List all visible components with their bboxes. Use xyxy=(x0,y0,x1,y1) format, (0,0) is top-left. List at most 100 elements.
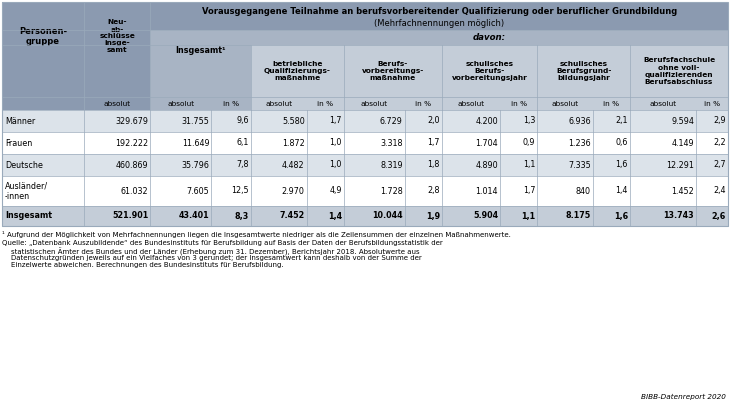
Text: 2,8: 2,8 xyxy=(427,187,440,195)
Text: Datenschutzgründen jeweils auf ein Vielfaches von 3 gerundet; der Insgesamtwert : Datenschutzgründen jeweils auf ein Vielf… xyxy=(2,255,422,261)
Bar xyxy=(442,2,500,30)
Bar xyxy=(404,2,442,30)
Bar xyxy=(2,132,728,154)
Text: schulisches
Berufsgrund-
bildungsjahr: schulisches Berufsgrund- bildungsjahr xyxy=(556,61,611,81)
Bar xyxy=(593,2,630,30)
Text: 5.904: 5.904 xyxy=(473,212,498,220)
Text: 1,0: 1,0 xyxy=(329,139,342,147)
Text: betriebliche
Qualifizierungs-
maßnahme: betriebliche Qualifizierungs- maßnahme xyxy=(264,61,331,81)
Text: absolut: absolut xyxy=(458,100,485,106)
Text: Vorausgegangene Teilnahme an berufsvorbereitender Qualifizierung oder berufliche: Vorausgegangene Teilnahme an berufsvorbe… xyxy=(201,7,677,16)
Bar xyxy=(696,30,728,45)
Text: 8.319: 8.319 xyxy=(380,160,403,170)
Text: 2,7: 2,7 xyxy=(713,160,726,170)
Bar xyxy=(251,45,307,110)
Text: Frauen: Frauen xyxy=(5,139,32,147)
Bar xyxy=(500,45,537,110)
Bar xyxy=(2,154,728,176)
Bar xyxy=(307,45,344,110)
Text: 35.796: 35.796 xyxy=(182,160,210,170)
Text: 192.222: 192.222 xyxy=(115,139,148,147)
Bar xyxy=(537,30,593,45)
Text: 1.704: 1.704 xyxy=(475,139,498,147)
Text: Deutsche: Deutsche xyxy=(5,160,43,170)
Text: 3.318: 3.318 xyxy=(380,139,403,147)
Bar xyxy=(2,2,84,110)
Bar xyxy=(344,45,404,110)
Text: absolut: absolut xyxy=(650,100,677,106)
Text: absolut: absolut xyxy=(104,100,131,106)
Bar xyxy=(500,30,537,45)
Bar xyxy=(442,30,500,45)
Bar xyxy=(251,30,307,45)
Bar xyxy=(404,45,442,110)
Bar xyxy=(251,2,307,30)
Text: 10.044: 10.044 xyxy=(372,212,403,220)
Text: 9.594: 9.594 xyxy=(672,116,694,125)
Text: Neu-
ab-
schlüsse
insge-
samt: Neu- ab- schlüsse insge- samt xyxy=(99,19,135,54)
Bar xyxy=(344,2,404,30)
Text: 9,6: 9,6 xyxy=(237,116,249,125)
Text: 4.149: 4.149 xyxy=(672,139,694,147)
Text: 43.401: 43.401 xyxy=(179,212,210,220)
Text: 1.236: 1.236 xyxy=(568,139,591,147)
Text: 8.175: 8.175 xyxy=(566,212,591,220)
Text: 7.452: 7.452 xyxy=(280,212,304,220)
Bar xyxy=(696,2,728,30)
Text: 8,3: 8,3 xyxy=(235,212,249,220)
Text: Berufs-
vorbereitungs-
maßnahme: Berufs- vorbereitungs- maßnahme xyxy=(361,61,424,81)
Bar xyxy=(593,45,630,110)
Text: 2,4: 2,4 xyxy=(713,187,726,195)
Text: 2,2: 2,2 xyxy=(713,139,726,147)
Text: statistischen Ämter des Bundes und der Länder (Erhebung zum 31. Dezember), Beric: statistischen Ämter des Bundes und der L… xyxy=(2,247,420,256)
Text: 7,8: 7,8 xyxy=(237,160,249,170)
Text: 2,6: 2,6 xyxy=(712,212,726,220)
Text: 13.743: 13.743 xyxy=(664,212,694,220)
Text: 1,6: 1,6 xyxy=(614,212,628,220)
Text: 4.200: 4.200 xyxy=(475,116,498,125)
Text: 1,9: 1,9 xyxy=(426,212,440,220)
Text: in %: in % xyxy=(510,100,527,106)
Text: 460.869: 460.869 xyxy=(116,160,148,170)
Text: 4,9: 4,9 xyxy=(329,187,342,195)
Text: 1,7: 1,7 xyxy=(523,187,535,195)
Text: in %: in % xyxy=(415,100,431,106)
Text: 1.728: 1.728 xyxy=(380,187,403,195)
Text: 12,5: 12,5 xyxy=(231,187,249,195)
Text: Einzelwerte abweichen. Berechnungen des Bundesinstituts für Berufsbildung.: Einzelwerte abweichen. Berechnungen des … xyxy=(2,262,284,268)
Text: 1,1: 1,1 xyxy=(523,160,535,170)
Text: 1,8: 1,8 xyxy=(428,160,440,170)
Text: absolut: absolut xyxy=(361,100,388,106)
Bar xyxy=(150,2,251,30)
Text: 6.729: 6.729 xyxy=(380,116,403,125)
Text: 7.605: 7.605 xyxy=(187,187,210,195)
Text: 1,7: 1,7 xyxy=(427,139,440,147)
Text: 6,1: 6,1 xyxy=(237,139,249,147)
Text: schulisches
Berufs-
vorbereitungsjahr: schulisches Berufs- vorbereitungsjahr xyxy=(452,61,528,81)
Text: 1,7: 1,7 xyxy=(329,116,342,125)
Text: in %: in % xyxy=(223,100,239,106)
Text: ¹ Aufgrund der Möglichkeit von Mehrfachnennungen liegen die Insgesamtwerte niedr: ¹ Aufgrund der Möglichkeit von Mehrfachn… xyxy=(2,231,511,238)
Bar xyxy=(630,30,696,45)
Text: Berufsfachschule
ohne voll-
qualifizierenden
Berufsabschluss: Berufsfachschule ohne voll- qualifiziere… xyxy=(643,58,715,85)
Text: 1,4: 1,4 xyxy=(615,187,628,195)
Text: 7.335: 7.335 xyxy=(568,160,591,170)
Text: 12.291: 12.291 xyxy=(666,160,694,170)
Text: Insgesamt: Insgesamt xyxy=(5,212,52,220)
Text: Insgesamt¹: Insgesamt¹ xyxy=(175,46,226,55)
Text: 2.970: 2.970 xyxy=(282,187,304,195)
Bar xyxy=(84,2,150,110)
Text: 61.032: 61.032 xyxy=(120,187,148,195)
Text: 329.679: 329.679 xyxy=(115,116,148,125)
Text: in %: in % xyxy=(318,100,334,106)
Text: 5.580: 5.580 xyxy=(282,116,304,125)
Bar xyxy=(307,2,344,30)
Bar xyxy=(404,30,442,45)
Text: 1,4: 1,4 xyxy=(328,212,342,220)
Text: 2,0: 2,0 xyxy=(427,116,440,125)
Bar xyxy=(593,30,630,45)
Text: 0,6: 0,6 xyxy=(615,139,628,147)
Bar xyxy=(442,45,500,110)
Text: 2,9: 2,9 xyxy=(713,116,726,125)
Text: 31.755: 31.755 xyxy=(182,116,210,125)
